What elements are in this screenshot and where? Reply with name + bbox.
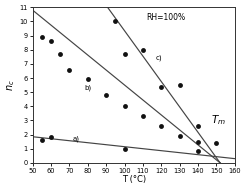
Point xyxy=(49,136,53,139)
Point xyxy=(113,20,117,23)
Point xyxy=(141,48,145,51)
Point xyxy=(86,78,90,81)
Point xyxy=(40,139,44,142)
Point xyxy=(196,141,200,144)
Text: RH=100%: RH=100% xyxy=(147,13,186,22)
Point xyxy=(178,135,182,138)
Text: b): b) xyxy=(84,84,91,91)
Y-axis label: $n_c$: $n_c$ xyxy=(5,79,17,91)
Point xyxy=(49,40,53,43)
Point xyxy=(178,84,182,87)
Point xyxy=(196,149,200,152)
Point xyxy=(123,53,126,56)
Point xyxy=(215,142,218,145)
Point xyxy=(159,85,163,88)
Text: a): a) xyxy=(73,136,80,143)
Point xyxy=(159,125,163,128)
Point xyxy=(67,68,71,71)
Text: $T_m$: $T_m$ xyxy=(211,113,226,127)
Point xyxy=(196,125,200,128)
Point xyxy=(123,147,126,150)
Text: c): c) xyxy=(156,55,162,61)
Point xyxy=(141,115,145,118)
X-axis label: T (°C): T (°C) xyxy=(122,175,146,184)
Point xyxy=(104,94,108,97)
Point xyxy=(58,53,62,56)
Point xyxy=(40,36,44,39)
Point xyxy=(123,105,126,108)
